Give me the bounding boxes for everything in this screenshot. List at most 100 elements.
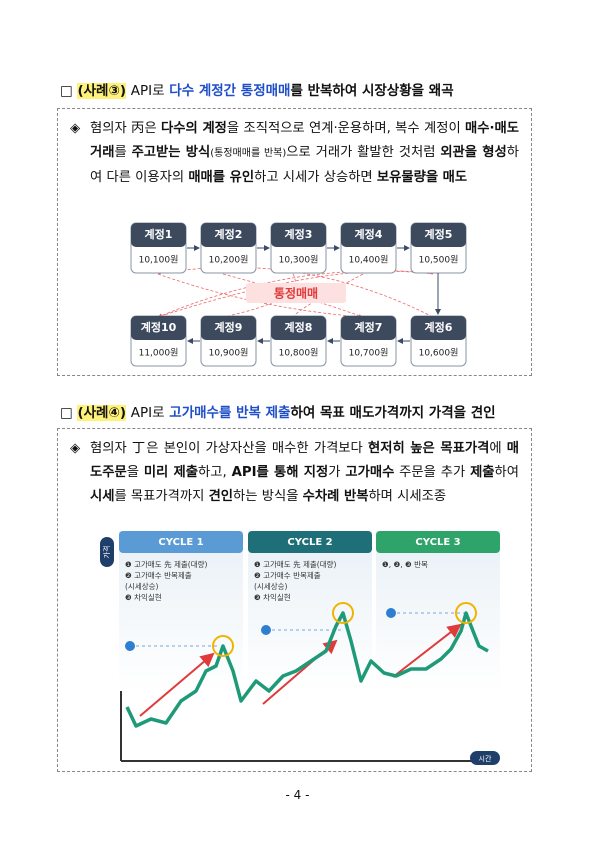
text: 하며 시세조종 bbox=[368, 489, 447, 504]
text: 시세 bbox=[90, 489, 115, 504]
text: 가 bbox=[328, 465, 346, 480]
cycle-item: ❷ 고가매수 반복제출 bbox=[254, 570, 321, 580]
account-label: 계정10 bbox=[141, 320, 177, 334]
cycle-item: ❸ 차익실현 bbox=[254, 592, 291, 602]
cycle-item: ❸ 차익실현 bbox=[125, 592, 162, 602]
y-label-bg bbox=[100, 537, 114, 567]
text: API로 bbox=[130, 405, 165, 421]
text: (통정매매를 반복) bbox=[210, 148, 287, 159]
account-value: 10,600원 bbox=[419, 348, 459, 359]
case-label: (사례③) bbox=[77, 83, 127, 99]
bullet: □ bbox=[60, 405, 73, 421]
account-label: 계정7 bbox=[355, 320, 383, 334]
account-header bbox=[131, 223, 186, 247]
cycle-header bbox=[248, 531, 372, 553]
heading: □ (사례④) API로 고가매수를 반복 제출하여 목표 매도가격까지 가격을… bbox=[60, 401, 496, 421]
y-axis-label: 가격 bbox=[102, 546, 111, 559]
account-label: 계정3 bbox=[285, 227, 313, 241]
peak-markers bbox=[212, 602, 477, 657]
cycle-title: CYCLE 3 bbox=[415, 537, 460, 548]
text: 하여 bbox=[494, 465, 520, 480]
text: 매도주문 bbox=[90, 441, 519, 480]
cycle-panel bbox=[119, 531, 243, 691]
account-header bbox=[411, 223, 466, 247]
account-label: 계정9 bbox=[215, 320, 243, 334]
cycle-header bbox=[119, 531, 243, 553]
account-value: 10,500원 bbox=[419, 255, 459, 266]
text: 주고받는 방식 bbox=[131, 145, 211, 160]
page-number: - 4 - bbox=[285, 788, 310, 802]
account-label: 계정1 bbox=[145, 227, 173, 241]
x-axis-label: 시간 bbox=[479, 754, 492, 763]
text: 하는 방식을 bbox=[233, 489, 303, 504]
account-label: 계정5 bbox=[425, 227, 453, 241]
cycle-item: (시세상승) bbox=[254, 581, 288, 591]
text: 를 bbox=[114, 145, 132, 160]
account-value: 10,900원 bbox=[209, 348, 249, 359]
text: 하고 시세가 상승하면 bbox=[254, 170, 377, 185]
text: 을 bbox=[126, 465, 144, 480]
text: 으로 거래가 활발한 것처럼 bbox=[286, 145, 441, 160]
cycle-title: CYCLE 2 bbox=[287, 537, 332, 548]
highlight: 고가매수를 반복 제출 bbox=[169, 405, 291, 421]
account-header bbox=[271, 316, 326, 340]
text: 외관을 형성 bbox=[440, 145, 507, 160]
text: 고가매수 bbox=[345, 465, 395, 480]
account-value: 10,700원 bbox=[349, 348, 389, 359]
text: 보유물량을 매도 bbox=[376, 170, 468, 185]
account-header bbox=[341, 316, 396, 340]
text: 다수의 계정 bbox=[161, 121, 227, 136]
account-header bbox=[201, 223, 256, 247]
cycle-item: ❶ 고가매도 先 제출(대량) bbox=[125, 559, 208, 569]
cycle-header bbox=[376, 531, 500, 553]
highlight: 다수 계정간 통정매매 bbox=[169, 83, 291, 99]
account-header bbox=[341, 223, 396, 247]
bullet: ◈ bbox=[70, 121, 81, 136]
case-label: (사례④) bbox=[77, 405, 127, 421]
text: 매수·매도거래 bbox=[90, 121, 519, 160]
cycle-title: CYCLE 1 bbox=[158, 537, 203, 548]
text: 주문을 추가 bbox=[394, 465, 471, 480]
account-label: 계정2 bbox=[215, 227, 243, 241]
cycle-item: ❷ 고가매수 반복제출 bbox=[125, 570, 192, 580]
account-label: 계정6 bbox=[425, 320, 453, 334]
target-dots bbox=[125, 608, 396, 651]
cycle-panel bbox=[376, 531, 500, 691]
text: 에 bbox=[489, 441, 507, 456]
text: 하고, bbox=[198, 465, 232, 480]
account-header bbox=[411, 316, 466, 340]
account-header bbox=[201, 316, 256, 340]
text: 를 목표가격까지 bbox=[114, 489, 209, 504]
bullet: □ bbox=[60, 83, 73, 99]
account-value: 10,800원 bbox=[279, 348, 319, 359]
account-diagram: 통정매매 계정1 10,100원 계정2 10,200원 계정3 10,300원 계정4 10… bbox=[130, 222, 467, 367]
text: 매매를 유인 bbox=[188, 170, 255, 185]
text: 를 반복하여 시장상황을 왜곡 bbox=[290, 83, 454, 99]
text: API를 통해 지정 bbox=[231, 465, 329, 480]
cycle-item: (시세상승) bbox=[125, 581, 159, 591]
text: API로 bbox=[130, 83, 165, 99]
account-value: 10,400원 bbox=[349, 255, 389, 266]
cycle-figure: 가격 시간 CYCLE 1❶ 고가매도 先 제출(대량)❷ 고가매수 반복제출(… bbox=[100, 531, 500, 765]
account-header bbox=[271, 223, 326, 247]
text: 수차례 반복 bbox=[302, 489, 369, 504]
text: 제출 bbox=[470, 465, 495, 480]
paragraph: ◈ 혐의자 丁은 본인이 가상자산을 매수한 가격보다 현저히 높은 목표가격에 … bbox=[70, 437, 519, 509]
text: 혐의자 丙은 bbox=[90, 121, 162, 136]
price-line bbox=[125, 611, 489, 728]
case-box: ◈ 혐의자 丙은 다수의 계정을 조직적으로 연계·운용하며, 복수 계정이 매수… bbox=[57, 108, 532, 376]
account-value: 10,300원 bbox=[279, 255, 319, 266]
text: 하여 목표 매도가격까지 가격을 견인 bbox=[290, 405, 496, 421]
text: 하여 다른 이용자의 bbox=[90, 145, 519, 185]
case-box: ◈ 혐의자 丁은 본인이 가상자산을 매수한 가격보다 현저히 높은 목표가격에 … bbox=[57, 428, 532, 772]
account-header bbox=[131, 316, 186, 340]
text: 혐의자 丁은 본인이 가상자산을 매수한 가격보다 bbox=[90, 441, 368, 456]
account-value: 10,100원 bbox=[139, 255, 179, 266]
heading: □ (사례③) API로 다수 계정간 통정매매를 반복하여 시장상황을 왜곡 bbox=[60, 79, 454, 99]
account-value: 10,200원 bbox=[209, 255, 249, 266]
cycle-item: ❶, ❷, ❸ 반복 bbox=[382, 560, 428, 569]
text: 현저히 높은 목표가격 bbox=[367, 441, 490, 456]
x-label-bg bbox=[470, 751, 500, 765]
